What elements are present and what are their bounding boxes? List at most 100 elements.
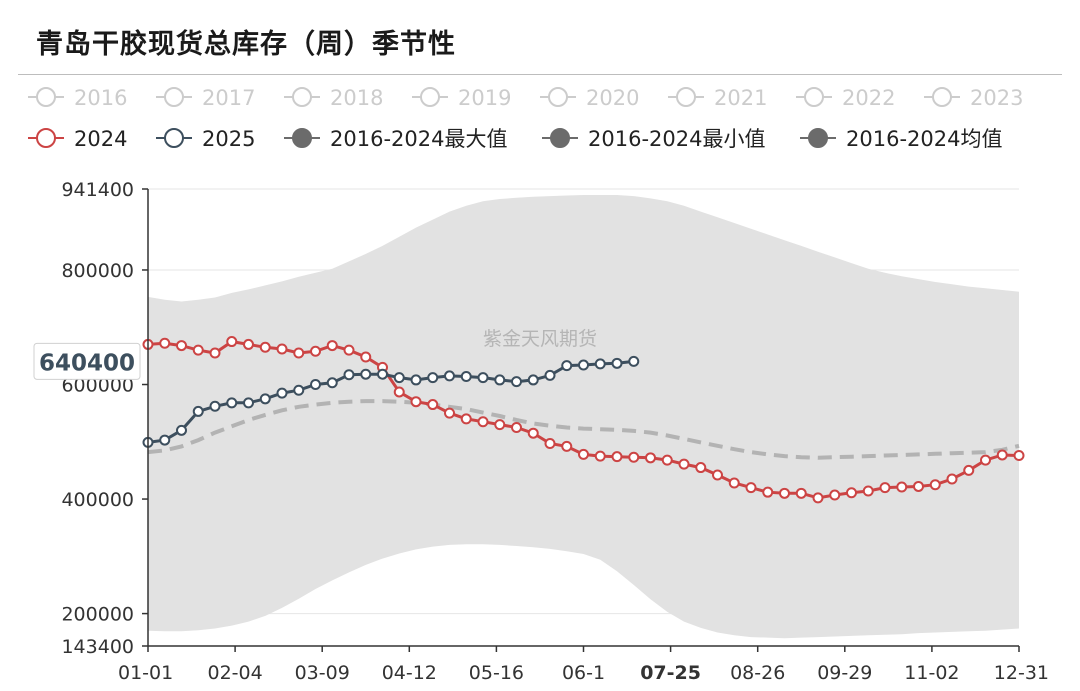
data-point-2024-11	[326, 340, 338, 352]
data-point-2024-51	[996, 449, 1008, 461]
data-point-2024-12	[343, 344, 355, 356]
data-point-2025-6	[243, 397, 254, 409]
legend-item-2019[interactable]: 2019	[412, 86, 511, 110]
data-point-2024-18	[444, 407, 455, 419]
legend-label: 2025	[202, 127, 255, 151]
data-point-2024-52	[1013, 450, 1025, 462]
data-point-2025-21	[494, 374, 506, 386]
data-point-2024-26	[578, 448, 589, 460]
watermark-text: 紫金天风期货	[483, 328, 597, 350]
legend-label: 2018	[330, 86, 383, 110]
legend-item-2017[interactable]: 2017	[156, 86, 255, 110]
data-point-2024-22	[511, 421, 522, 433]
legend-item-2018[interactable]: 2018	[284, 86, 383, 110]
x-tick-label-10: 12-31	[994, 662, 1049, 684]
legend-item-2016-2024最大值[interactable]: 2016-2024最大值	[284, 127, 507, 151]
data-point-2024-3	[192, 344, 204, 356]
legend-item-2023[interactable]: 2023	[924, 86, 1023, 110]
series-2024	[142, 336, 1025, 504]
legend-label: 2016	[74, 86, 127, 110]
legend-item-2024[interactable]: 2024	[28, 127, 127, 151]
y-highlight-label: 640400	[39, 350, 135, 376]
average-line	[147, 399, 1020, 460]
chart-title: 青岛干胶现货总库存（周）季节性	[36, 29, 456, 60]
y-tick-label-4: 800000	[61, 260, 134, 282]
data-point-2024-48	[946, 473, 958, 485]
data-point-2025-27	[594, 358, 606, 370]
data-point-2025-7	[259, 393, 271, 405]
x-tick-label-0: 01-01	[118, 662, 173, 684]
data-point-2025-26	[578, 359, 589, 371]
legend-label: 2016-2024最大值	[330, 127, 507, 151]
data-point-2024-5	[226, 336, 238, 348]
data-point-2025-23	[527, 374, 539, 386]
data-point-2025-15	[393, 372, 405, 384]
data-point-2025-1	[159, 434, 171, 446]
legend-item-2025[interactable]: 2025	[156, 127, 255, 151]
y-highlight-box	[33, 342, 141, 380]
data-point-2024-45	[896, 481, 908, 493]
x-tick-label-5: 06-1	[562, 662, 605, 684]
y-tick-label-5: 941400	[61, 179, 134, 201]
data-point-2024-36	[745, 482, 757, 494]
legend-item-2016-2024最小值[interactable]: 2016-2024最小值	[542, 127, 765, 151]
data-point-2025-5	[226, 397, 238, 409]
legend-item-2020[interactable]: 2020	[540, 86, 639, 110]
legend-item-2021[interactable]: 2021	[668, 86, 767, 110]
data-point-2025-28	[611, 357, 623, 369]
data-point-2024-4	[209, 347, 221, 359]
legend-marker	[808, 128, 828, 148]
legend-item-2016-2024均值[interactable]: 2016-2024均值	[800, 127, 1002, 151]
series-2025	[142, 355, 640, 448]
data-point-2025-20	[477, 372, 489, 384]
data-point-2025-4	[209, 400, 221, 412]
data-point-2025-9	[293, 384, 305, 396]
axes	[142, 188, 1020, 652]
legend-marker	[804, 87, 824, 107]
min-max-band	[148, 195, 1019, 639]
data-point-2024-32	[678, 458, 690, 470]
legend-marker	[292, 128, 312, 148]
data-point-2025-18	[444, 370, 455, 382]
data-point-2024-30	[645, 452, 656, 464]
legend-item-2016[interactable]: 2016	[28, 86, 127, 110]
y-tick-label-2: 400000	[61, 489, 134, 511]
x-tick-label-2: 03-09	[295, 662, 350, 684]
data-point-2024-6	[243, 338, 254, 350]
data-point-2025-25	[561, 360, 573, 372]
data-point-2025-8	[276, 387, 288, 399]
data-point-2024-9	[293, 347, 305, 359]
data-point-2025-14	[377, 368, 388, 380]
data-point-2025-3	[192, 405, 204, 417]
title-divider	[18, 74, 1062, 75]
data-point-2024-8	[276, 343, 288, 355]
data-point-2024-43	[862, 485, 874, 497]
legend-marker	[164, 87, 184, 107]
data-point-2024-19	[460, 413, 472, 425]
data-point-2025-29	[628, 355, 640, 367]
data-point-2024-38	[779, 487, 790, 499]
data-point-2024-31	[661, 454, 673, 466]
data-point-2025-19	[460, 370, 472, 382]
data-point-2025-11	[326, 377, 338, 389]
legend-label: 2016-2024均值	[846, 127, 1002, 151]
data-point-2024-24	[544, 437, 556, 449]
legend-item-2022[interactable]: 2022	[796, 86, 895, 110]
data-point-2024-13	[360, 351, 372, 363]
data-point-2024-34	[712, 469, 723, 481]
data-point-2025-17	[427, 372, 439, 384]
data-point-2025-24	[544, 369, 556, 381]
x-tick-label-7: 08-26	[730, 662, 785, 684]
legend: 2016 2017 2018 2019 2020 2021 2022 2023 2024 2025…	[28, 86, 1023, 151]
data-point-2024-7	[259, 341, 271, 353]
data-point-2024-41	[829, 489, 841, 501]
data-point-2024-33	[695, 462, 707, 474]
legend-label: 2017	[202, 86, 255, 110]
legend-label: 2024	[74, 127, 127, 151]
data-point-2024-10	[310, 345, 321, 357]
data-point-2024-23	[527, 427, 539, 439]
data-point-2024-40	[812, 492, 824, 504]
legend-marker	[550, 128, 570, 148]
data-point-2025-2	[176, 424, 187, 436]
x-tick-label-9: 11-02	[904, 662, 959, 684]
